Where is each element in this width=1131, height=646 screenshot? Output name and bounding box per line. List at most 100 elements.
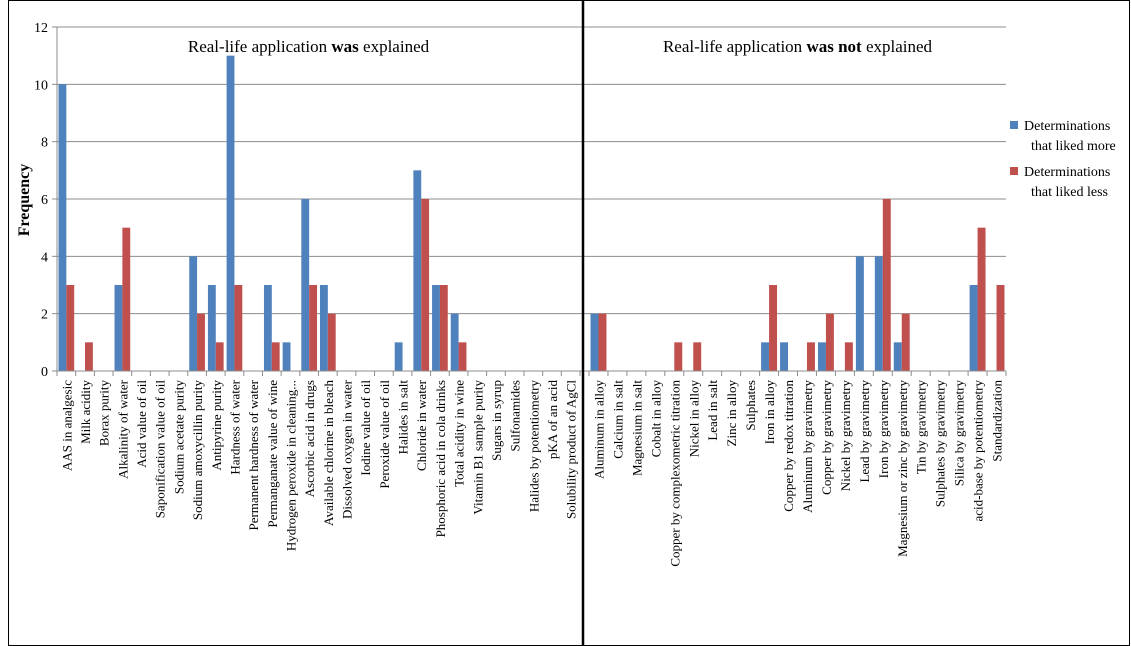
x-tick-label: Chloride in water (414, 379, 429, 471)
bar-liked-less (806, 342, 815, 371)
x-tick-label: Acid value of oil (134, 380, 149, 468)
bar-liked-more (207, 285, 216, 371)
bar-liked-less (901, 313, 910, 371)
x-tick-label: Nickel by gravimetry (838, 380, 853, 492)
bar-liked-more (413, 170, 422, 371)
bar-liked-less (421, 199, 430, 371)
panel-title: Real-life application was explained (188, 37, 430, 56)
x-tick-label: Halides in salt (396, 380, 411, 455)
bar-liked-more (432, 285, 440, 371)
bar-liked-less (327, 313, 336, 371)
x-tick-label: Copper by gravimetry (819, 380, 834, 495)
x-tick-label: Borax purity (97, 380, 112, 447)
x-tick-label: Permanent hardness of water (246, 379, 261, 530)
legend-label: Determinations (1024, 119, 1110, 134)
chart-frame (8, 0, 1130, 646)
axes (8, 0, 1130, 646)
y-tick-label: 6 (41, 193, 48, 208)
bar-liked-less (439, 285, 448, 371)
bar-liked-less (598, 313, 607, 371)
x-tick-label: acid-base by potentiometry (971, 380, 986, 522)
x-tick-label: Magnesium or zinc by gravimetry (895, 380, 910, 557)
y-tick-label: 8 (41, 136, 48, 151)
x-tick-label: Hardness of water (227, 379, 242, 474)
bars (58, 55, 1005, 372)
bar-liked-less (197, 313, 205, 371)
x-tick-label: Lead in salt (705, 380, 720, 441)
bar-liked-more (817, 342, 826, 371)
bar-liked-more (450, 313, 459, 371)
y-tick-labels: 0 2 4 6 8 10 12 (34, 21, 48, 380)
bar-liked-less (215, 342, 224, 371)
y-tick-label: 2 (41, 308, 48, 323)
x-tick-label: Hydrogen peroxide in cleaning... (283, 380, 298, 551)
x-tick-label: Vitamin B1 sample purity (470, 380, 485, 515)
x-tick-label: Sulphates (743, 380, 758, 431)
bar-liked-less (271, 342, 280, 371)
bar-liked-more (189, 256, 198, 371)
legend-swatch (1010, 167, 1018, 175)
panel-title: Real-life application was not explained (663, 37, 933, 56)
bar-liked-less (882, 199, 891, 371)
x-tick-label: Sugars in syrup (489, 380, 504, 461)
bar-liked-less (234, 285, 243, 371)
panel-title-part: explained (359, 37, 430, 56)
x-tick-label: Peroxide value of oil (377, 380, 392, 489)
bar-liked-less (844, 342, 853, 371)
legend: Determinations that liked more Determinati… (1010, 119, 1116, 200)
x-tick-label: Sulfonamides (508, 380, 523, 452)
bar-liked-more (780, 342, 789, 371)
bar-liked-less (769, 285, 778, 371)
x-tick-label: Saponification value of oil (153, 380, 168, 519)
bar-liked-less (825, 313, 834, 371)
x-tick-label: Iron by gravimetry (876, 380, 891, 479)
bar-liked-more (874, 256, 883, 371)
x-tick-labels: AAS in analgesic Milk acidity Borax purity… (59, 379, 1004, 566)
bar-liked-less (458, 342, 467, 371)
x-tick-label: Sodium acetate purity (171, 380, 186, 495)
legend-label: that liked less (1031, 185, 1108, 200)
x-tick-label: Nickel in alloy (686, 380, 701, 458)
bar-liked-more (761, 342, 770, 371)
y-tick-label: 10 (34, 78, 48, 93)
x-tick-label: Sulphates by gravimetry (933, 380, 948, 508)
x-tick-label: Solubility product of AgCl (564, 380, 579, 519)
x-tick-label: Milk acidity (78, 380, 93, 444)
y-axis-label: Frequency (16, 164, 33, 237)
bar-liked-less (674, 342, 683, 371)
bar-liked-less (122, 227, 131, 371)
x-tick-label: Iron in alloy (762, 380, 777, 445)
bar-liked-more (226, 55, 235, 372)
bar-liked-less (977, 227, 986, 371)
bar-liked-more (282, 342, 291, 371)
x-tick-label: Dissolved oxygen in water (340, 379, 355, 519)
x-tick-label: Alkalinity of water (115, 379, 130, 479)
panel-title-part: Real-life application (188, 37, 332, 56)
x-tick-label: Iodine value of oil (358, 380, 373, 476)
panel-titles: Real-life application was explained Real-… (188, 37, 933, 56)
y-tick-label: 4 (41, 250, 48, 265)
x-tick-label: pKA of an acid (545, 380, 560, 460)
x-tick-label: Calcium in salt (610, 380, 625, 459)
x-tick-label: Ascorbic acid in drugs (302, 380, 317, 497)
x-tick-label: Halides by potentiometry (526, 380, 541, 513)
x-tick-label: Standardization (990, 380, 1005, 462)
x-tick-label: Zinc in alloy (724, 380, 739, 447)
legend-label: Determinations (1024, 165, 1110, 180)
panel-title-part: was not (806, 37, 862, 56)
bar-liked-more (394, 342, 403, 371)
bar-liked-more (58, 84, 67, 371)
x-tick-label: Total acidity in wine (452, 380, 467, 487)
bar-liked-more (319, 285, 328, 371)
y-tick-label: 0 (41, 365, 48, 380)
x-tick-label: Available chlorine in bleach (321, 380, 336, 526)
x-tick-label: Copper by complexometric titration (667, 380, 682, 567)
x-tick-label: Copper by redox titration (781, 380, 796, 512)
bar-liked-more (969, 285, 978, 371)
x-tick-label: Cobalt in alloy (648, 380, 663, 458)
bar-liked-less (996, 285, 1005, 371)
panel-title-part: Real-life application (663, 37, 807, 56)
x-tick-label: Aluminum by gravimetry (800, 380, 815, 513)
y-tick-label: 12 (34, 21, 48, 36)
